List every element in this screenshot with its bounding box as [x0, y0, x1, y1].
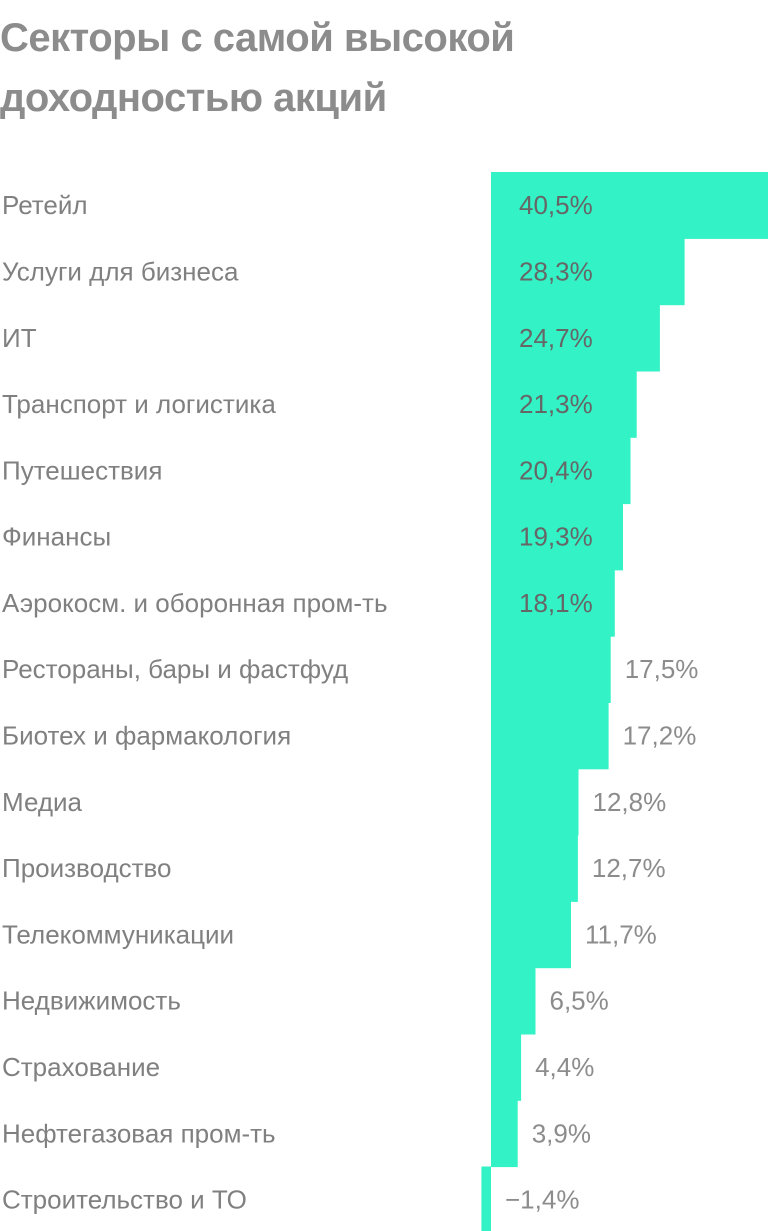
- bar: [491, 437, 631, 505]
- value-label: 3,9%: [532, 1118, 591, 1148]
- value-label: 18,1%: [519, 588, 593, 618]
- value-label: 6,5%: [550, 986, 609, 1016]
- category-label: Телекоммуникации: [2, 919, 234, 949]
- category-label: Производство: [2, 853, 172, 883]
- chart-title: Секторы с самой высокой доходностью акци…: [0, 16, 515, 120]
- value-label: 4,4%: [535, 1052, 594, 1082]
- category-label: Рестораны, бары и фастфуд: [2, 654, 348, 684]
- bar-chart: Ретейл 40,5% Услуги для бизнеса 28,3% ИТ 24,7…: [2, 172, 768, 1231]
- category-label: Путешествия: [2, 455, 162, 485]
- value-label: 12,8%: [593, 787, 667, 817]
- bar: [491, 304, 660, 372]
- bar: [491, 569, 615, 637]
- bar: [491, 636, 611, 703]
- bar: [491, 370, 637, 438]
- value-label: 19,3%: [519, 522, 593, 552]
- category-label: Нефтегазовая пром-ть: [2, 1118, 276, 1148]
- category-label: Финансы: [2, 522, 111, 552]
- value-label: 12,7%: [592, 853, 666, 883]
- bar: [491, 768, 579, 836]
- value-label: 24,7%: [519, 323, 593, 353]
- value-label: 17,2%: [623, 721, 697, 751]
- value-label: 40,5%: [519, 190, 593, 220]
- category-label: Транспорт и логистика: [2, 389, 276, 419]
- value-label: 17,5%: [625, 654, 699, 684]
- bar: [491, 503, 623, 571]
- value-label: 20,4%: [519, 455, 593, 485]
- bar: [491, 172, 768, 239]
- bar: [491, 1033, 522, 1101]
- value-label: −1,4%: [505, 1185, 579, 1215]
- bar: [491, 901, 571, 969]
- category-label: Страхование: [2, 1052, 160, 1082]
- category-label: Недвижимость: [2, 986, 181, 1016]
- category-label: Аэрокосм. и оборонная пром-ть: [2, 588, 388, 618]
- category-label: Строительство и ТО: [2, 1185, 247, 1215]
- bar: [491, 835, 578, 902]
- value-label: 28,3%: [519, 256, 593, 286]
- bar: [491, 702, 609, 770]
- category-label: Услуги для бизнеса: [2, 256, 239, 286]
- category-label: Биотех и фармакология: [2, 721, 291, 751]
- bar: [481, 1166, 491, 1231]
- bar: [491, 967, 536, 1035]
- bar: [491, 238, 685, 306]
- value-label: 21,3%: [519, 389, 593, 419]
- category-label: Ретейл: [2, 190, 88, 220]
- bar: [491, 1100, 518, 1168]
- category-label: ИТ: [2, 323, 37, 353]
- value-label: 11,7%: [585, 919, 657, 949]
- category-label: Медиа: [2, 787, 83, 817]
